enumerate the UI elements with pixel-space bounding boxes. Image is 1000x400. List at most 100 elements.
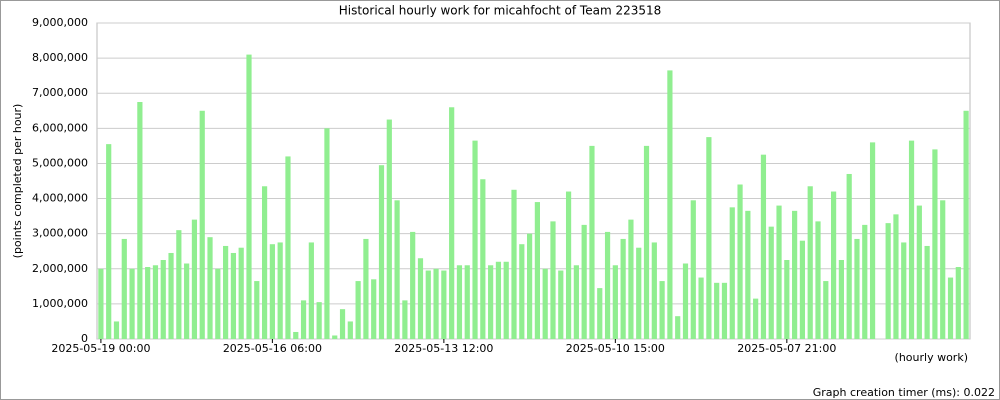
bar [667,70,673,340]
x-tick-label: 2025-05-13 12:00 [394,342,493,355]
bar [394,200,400,339]
bar [963,110,969,340]
x-tick-label: 2025-05-16 06:00 [223,342,322,355]
y-axis-label: (points completed per hour) [11,104,24,259]
bar [838,260,844,339]
y-tick-label: 1,000,000 [32,297,88,310]
bar [324,128,330,339]
bar [160,260,166,339]
bar [792,210,798,339]
y-tick-label: 2,000,000 [32,262,88,275]
bar [308,242,314,339]
bar [706,137,712,339]
bar [285,156,291,339]
y-tick-label: 3,000,000 [32,227,88,240]
bar [277,242,283,339]
x-tick-label: 2025-05-10 15:00 [566,342,665,355]
bar [106,144,112,339]
bar [347,321,353,339]
bar [682,263,689,339]
bar [745,210,751,339]
bar [573,265,579,339]
bar [269,244,275,339]
bar [129,268,135,339]
x-tick-label: 2025-05-19 00:00 [51,342,150,355]
bar [230,252,237,339]
bar [737,184,743,339]
bar [924,245,930,339]
y-tick-label: 9,000,000 [32,16,88,29]
bar [207,237,213,339]
bar [137,102,143,339]
bar [480,179,486,339]
y-tick-label: 8,000,000 [32,51,88,64]
bar [534,202,540,339]
x-axis-label: (hourly work) [895,351,968,364]
bar [729,207,735,339]
bar [932,149,938,339]
y-tick-label: 4,000,000 [32,192,88,205]
bar [293,331,299,339]
bar [121,238,127,339]
bar [651,242,657,339]
bar [184,263,190,339]
bar [332,335,338,339]
y-tick-label: 5,000,000 [32,156,88,169]
bar [675,316,681,339]
bar [176,230,182,339]
bar [339,309,346,339]
bar [885,223,891,339]
bar [659,281,665,339]
bar [698,277,704,339]
bar [246,54,252,339]
bar [776,205,782,339]
bar [558,270,564,339]
bar [753,298,759,339]
bar [456,265,463,339]
bar [714,282,720,339]
bar [488,265,494,339]
bar [589,145,595,339]
bar [846,173,852,339]
bar [152,265,159,339]
bar [511,189,517,339]
bar [410,231,416,339]
bar [893,214,899,339]
bar [145,267,151,339]
bar [542,268,548,339]
bar [238,247,244,339]
bar [503,261,509,339]
bar [254,281,260,339]
bar [464,265,470,339]
bar [191,219,198,339]
bar [550,221,556,339]
bar [113,321,120,339]
bar [784,260,790,339]
bar [604,231,611,339]
bar [386,119,392,339]
bar [597,288,603,339]
bar [363,238,369,339]
bar [441,270,447,339]
bar [565,191,572,339]
bar [690,200,696,339]
bar [955,267,961,339]
bar [901,242,907,339]
bar [799,240,806,339]
y-tick-label: 7,000,000 [32,86,88,99]
bar [355,281,361,339]
bar [940,200,946,339]
bar [261,186,268,339]
bar [215,268,221,339]
bar [862,224,868,339]
bar [378,165,385,339]
bar [417,258,424,339]
bar [643,145,650,339]
bar [316,302,322,339]
bar [425,270,431,339]
y-tick-label: 0 [81,332,88,345]
bar [519,244,525,339]
y-tick-label: 6,000,000 [32,121,88,134]
bar [628,219,634,339]
